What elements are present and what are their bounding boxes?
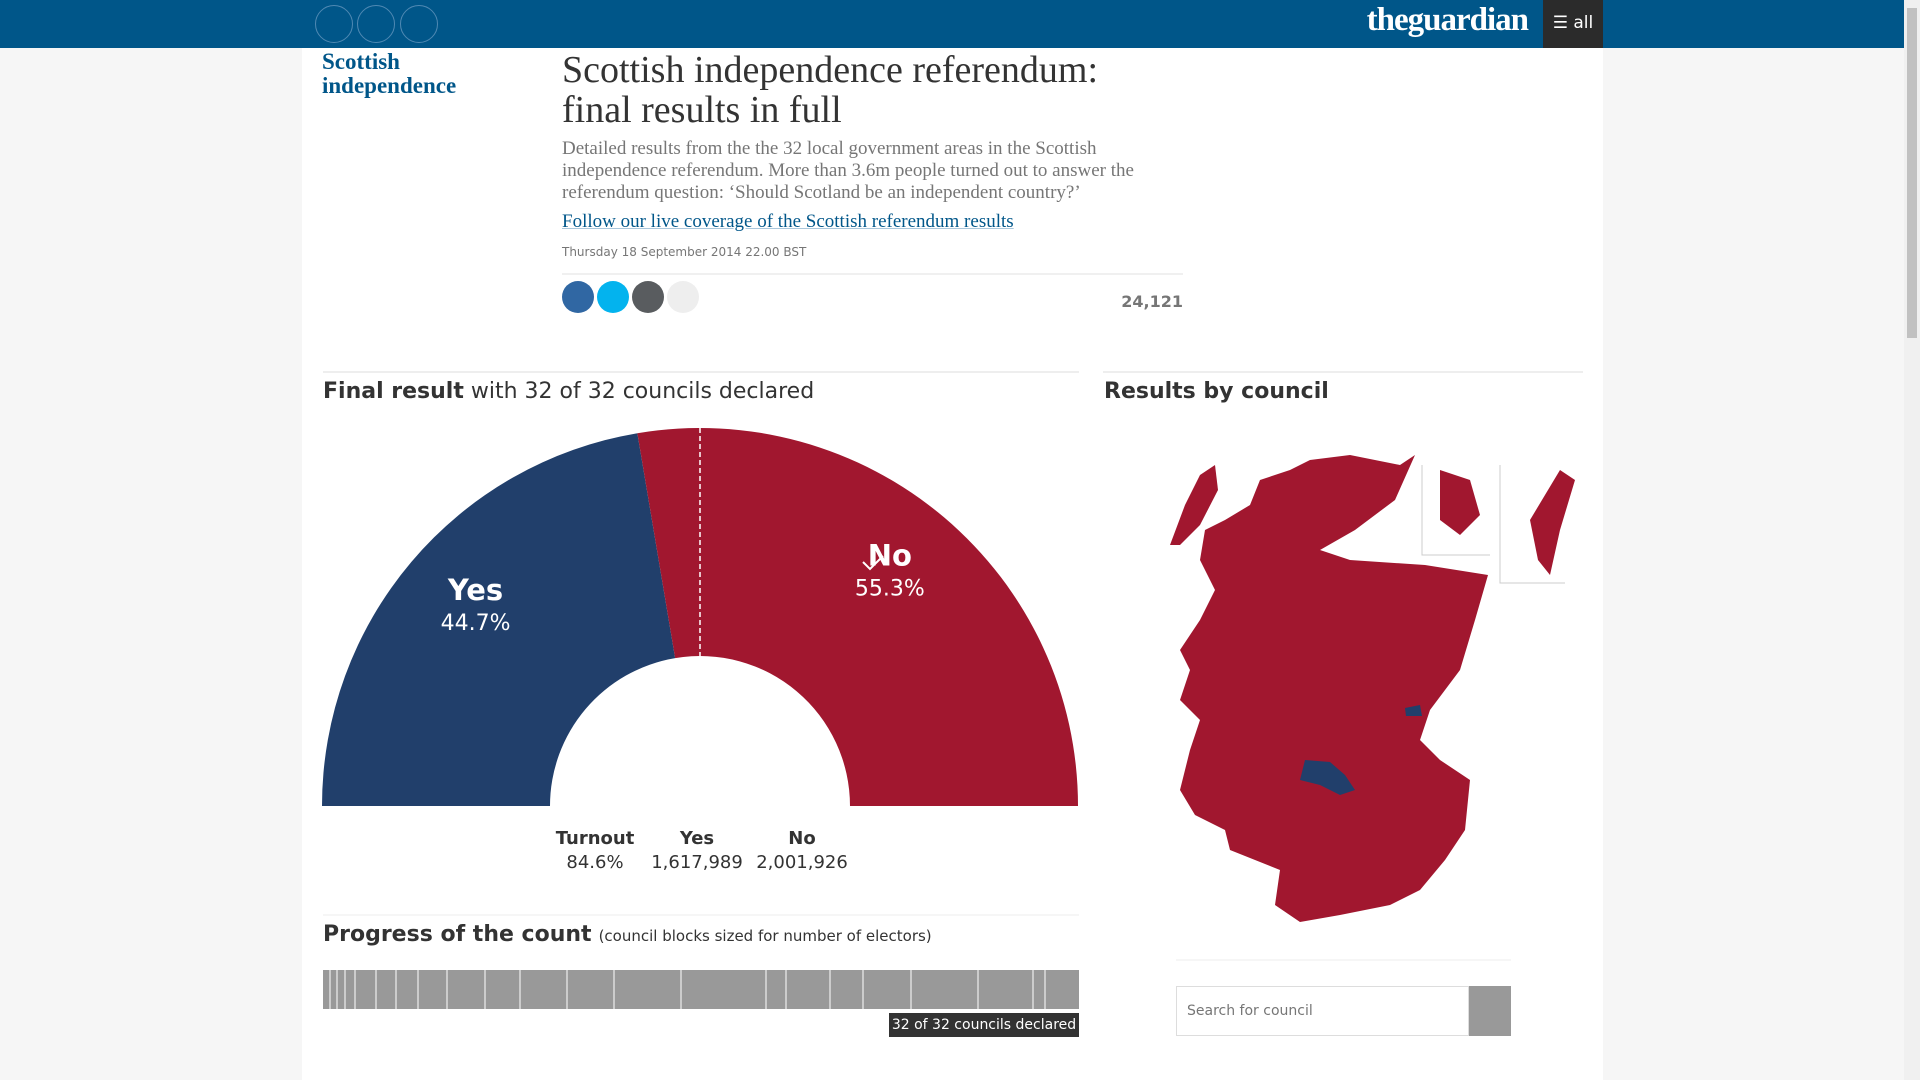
- standfirst: Detailed results from the the 32 local g…: [562, 138, 1134, 203]
- more-button[interactable]: [400, 5, 438, 43]
- scrollbar[interactable]: [1904, 0, 1920, 1080]
- search-button[interactable]: [357, 5, 395, 43]
- section-link[interactable]: Scottish independence: [322, 49, 457, 98]
- progress-note: (council blocks sized for number of elec…: [598, 927, 932, 945]
- progress-badge: 32 of 32 councils declared: [889, 1013, 1079, 1037]
- menu-label[interactable]: all: [1573, 13, 1594, 33]
- result-title-bold: Final result: [323, 379, 464, 404]
- share-count: 24,121: [1121, 292, 1183, 311]
- profile-button[interactable]: [315, 5, 353, 43]
- headline: Scottish independence referendum: final …: [562, 49, 1099, 131]
- map-title: Results by council: [1104, 379, 1329, 404]
- menu-button[interactable]: ☰ all: [1543, 0, 1603, 48]
- dateline: Thursday 18 September 2014 22.00 BST: [562, 245, 807, 259]
- search-input[interactable]: Search for council: [1176, 986, 1469, 1036]
- result-title-rest: with 32 of 32 councils declared: [470, 379, 815, 404]
- live-link[interactable]: Follow our live coverage of the Scottish…: [562, 211, 1014, 232]
- result-title: Final result with 32 of 32 councils decl…: [323, 379, 814, 404]
- search-submit[interactable]: [1469, 986, 1511, 1036]
- progress-title: Progress of the count (council blocks si…: [323, 922, 932, 947]
- brand[interactable]: theguardian: [1366, 2, 1529, 38]
- progress-heading: Progress of the count: [323, 922, 592, 947]
- scroll-thumb[interactable]: [1907, 8, 1917, 338]
- top-bar: theguardian ☰ all: [0, 0, 1920, 48]
